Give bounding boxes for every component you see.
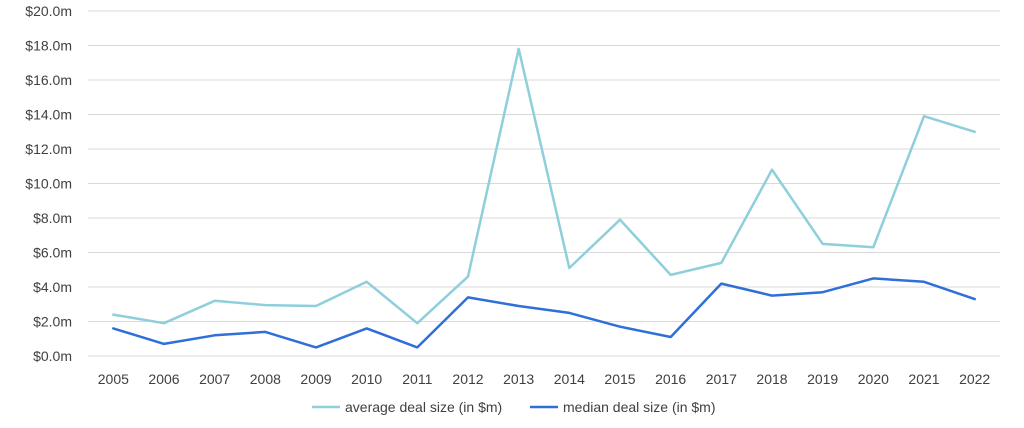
- data-point: [820, 241, 825, 246]
- data-point: [567, 310, 572, 315]
- data-point: [466, 295, 471, 300]
- data-point: [618, 217, 623, 222]
- series-lines: [111, 46, 977, 350]
- data-point: [719, 281, 724, 286]
- x-tick-label: 2012: [452, 371, 483, 387]
- data-point: [162, 341, 167, 346]
- data-point: [415, 321, 420, 326]
- data-point: [516, 303, 521, 308]
- x-tick-label: 2016: [655, 371, 686, 387]
- x-tick-label: 2014: [554, 371, 585, 387]
- x-tick-label: 2015: [604, 371, 635, 387]
- x-axis-ticks: 2005 2006 2007 2008 2009 2010 2011 2012 2013 2014…: [98, 371, 991, 387]
- y-tick-label: $6.0m: [33, 245, 72, 261]
- legend-label-average: average deal size (in $m): [345, 399, 502, 415]
- x-tick-label: 2022: [959, 371, 990, 387]
- y-tick-label: $0.0m: [33, 348, 72, 364]
- x-tick-label: 2007: [199, 371, 230, 387]
- data-point: [820, 290, 825, 295]
- data-point: [668, 335, 673, 340]
- data-point: [871, 245, 876, 250]
- data-point: [516, 46, 521, 51]
- data-point: [972, 297, 977, 302]
- data-point: [567, 266, 572, 271]
- data-point: [719, 260, 724, 265]
- data-point: [770, 167, 775, 172]
- data-point: [466, 274, 471, 279]
- x-tick-label: 2009: [300, 371, 331, 387]
- data-point: [263, 303, 268, 308]
- legend: average deal size (in $m) median deal si…: [312, 399, 716, 415]
- y-tick-label: $8.0m: [33, 210, 72, 226]
- data-point: [972, 129, 977, 134]
- data-point: [668, 272, 673, 277]
- data-point: [922, 279, 927, 284]
- x-tick-label: 2013: [503, 371, 534, 387]
- data-point: [618, 324, 623, 329]
- y-tick-label: $14.0m: [25, 107, 72, 123]
- data-point: [314, 303, 319, 308]
- y-tick-label: $16.0m: [25, 72, 72, 88]
- series-line-median: [112, 277, 976, 349]
- y-tick-label: $20.0m: [25, 3, 72, 19]
- y-tick-label: $18.0m: [25, 38, 72, 54]
- data-point: [770, 293, 775, 298]
- y-axis-ticks: $0.0m $2.0m $4.0m $6.0m $8.0m $10.0m $12.0m $14…: [25, 3, 72, 364]
- data-point: [364, 326, 369, 331]
- data-point: [364, 279, 369, 284]
- x-tick-label: 2021: [908, 371, 939, 387]
- x-tick-label: 2019: [807, 371, 838, 387]
- x-tick-label: 2006: [148, 371, 179, 387]
- y-tick-label: $10.0m: [25, 176, 72, 192]
- data-point: [922, 114, 927, 119]
- data-point: [111, 326, 116, 331]
- x-tick-label: 2017: [706, 371, 737, 387]
- data-point: [212, 333, 217, 338]
- x-tick-label: 2008: [250, 371, 281, 387]
- data-point: [111, 312, 116, 317]
- x-tick-label: 2010: [351, 371, 382, 387]
- legend-label-median: median deal size (in $m): [563, 399, 716, 415]
- x-tick-label: 2018: [756, 371, 787, 387]
- data-point: [415, 345, 420, 350]
- x-tick-label: 2020: [858, 371, 889, 387]
- x-tick-label: 2005: [98, 371, 129, 387]
- data-point: [871, 276, 876, 281]
- y-tick-label: $4.0m: [33, 279, 72, 295]
- y-tick-label: $12.0m: [25, 141, 72, 157]
- data-point: [314, 345, 319, 350]
- gridlines: [88, 10, 1000, 357]
- data-point: [212, 298, 217, 303]
- series-line-average: [112, 47, 976, 325]
- data-point: [162, 321, 167, 326]
- y-tick-label: $2.0m: [33, 314, 72, 330]
- data-point: [263, 329, 268, 334]
- x-tick-label: 2011: [402, 371, 432, 387]
